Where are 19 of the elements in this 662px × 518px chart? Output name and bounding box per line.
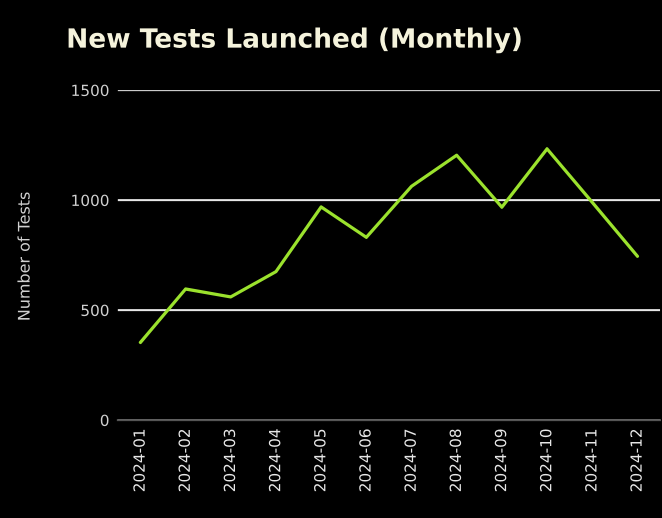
x-tick-label: 2024-09: [494, 430, 506, 492]
y-tick-label: 500: [82, 304, 108, 316]
x-tick-label: 2024-10: [540, 429, 552, 492]
y-tick-label: 0: [100, 414, 108, 426]
x-tick-label: 2024-11: [585, 430, 597, 492]
x-tick-label: 2024-05: [314, 430, 326, 492]
y-tick-label: 1000: [72, 194, 108, 206]
y-tick-label: 1500: [72, 84, 108, 96]
x-tick-label: 2024-12: [630, 430, 642, 492]
x-tick-label: 2024-06: [359, 429, 371, 492]
x-tick-label: 2024-03: [224, 430, 236, 492]
y-axis-title: Number of Tests: [17, 192, 30, 320]
line-series: [138, 147, 640, 344]
x-tick-label: 2024-02: [178, 430, 190, 492]
x-tick-label: 2024-04: [268, 429, 280, 492]
x-tick-label: 2024-01: [133, 430, 145, 492]
chart-title: New Tests Launched (Monthly): [68, 28, 521, 54]
x-tick-label: 2024-07: [404, 430, 416, 492]
x-tick-label: 2024-08: [450, 429, 462, 492]
